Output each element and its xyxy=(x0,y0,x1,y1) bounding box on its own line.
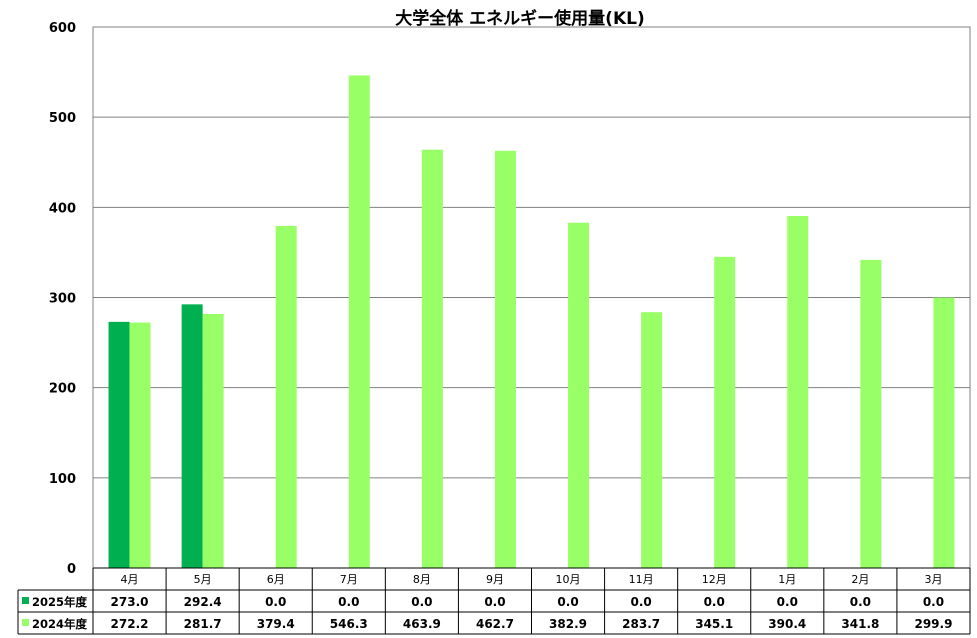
data-label: 0.0 xyxy=(923,595,944,609)
bars xyxy=(108,75,955,569)
category-label: 8月 xyxy=(413,573,431,586)
data-label: 0.0 xyxy=(411,595,432,609)
data-label: 292.4 xyxy=(184,595,222,609)
data-label: 0.0 xyxy=(338,595,359,609)
category-label: 1月 xyxy=(778,573,796,586)
category-label: 4月 xyxy=(121,573,139,586)
data-label: 382.9 xyxy=(549,617,587,631)
data-label: 0.0 xyxy=(850,595,871,609)
data-label: 0.0 xyxy=(484,595,505,609)
category-label: 6月 xyxy=(267,573,285,586)
bar-2024年度-6月 xyxy=(275,225,297,569)
data-label: 462.7 xyxy=(476,617,514,631)
legend-label: 2025年度 xyxy=(32,595,88,609)
y-tick-label: 200 xyxy=(49,382,76,397)
bar-2024年度-5月 xyxy=(202,314,224,568)
data-label: 0.0 xyxy=(777,595,798,609)
data-label: 345.1 xyxy=(695,617,733,631)
data-label: 341.8 xyxy=(841,617,879,631)
y-tick-label: 400 xyxy=(49,201,76,216)
bar-2024年度-1月 xyxy=(787,215,809,569)
data-label: 0.0 xyxy=(630,595,651,609)
category-label: 5月 xyxy=(194,573,212,586)
bar-2024年度-8月 xyxy=(421,149,443,568)
bar-2025年度-4月 xyxy=(108,321,130,568)
data-label: 546.3 xyxy=(330,617,368,631)
bar-2024年度-10月 xyxy=(568,222,590,568)
data-label: 299.9 xyxy=(914,617,952,631)
category-label: 11月 xyxy=(629,573,654,586)
y-tick-label: 300 xyxy=(49,292,76,307)
data-label: 273.0 xyxy=(111,595,149,609)
data-label: 390.4 xyxy=(768,617,806,631)
category-label: 9月 xyxy=(486,573,504,586)
y-axis-tick-labels: 0 100 200 300 400 500 600 xyxy=(49,21,76,577)
legend-label: 2024年度 xyxy=(32,617,88,631)
bar-2025年度-5月 xyxy=(181,304,203,568)
category-label: 10月 xyxy=(556,573,581,586)
data-label: 272.2 xyxy=(111,617,149,631)
bar-2024年度-11月 xyxy=(641,312,663,568)
bar-2024年度-4月 xyxy=(129,322,151,568)
data-label: 0.0 xyxy=(265,595,286,609)
data-label: 283.7 xyxy=(622,617,660,631)
data-label: 463.9 xyxy=(403,617,441,631)
data-label: 0.0 xyxy=(557,595,578,609)
data-label: 0.0 xyxy=(704,595,725,609)
data-label: 281.7 xyxy=(184,617,222,631)
data-table: 4月 5月 6月 7月 8月 9月 10月 11月 12月 1月 2月 3月 2025年度 273.0 29… xyxy=(17,567,971,635)
category-label: 12月 xyxy=(702,573,727,586)
y-tick-label: 100 xyxy=(49,472,76,487)
legend-swatch xyxy=(22,619,29,626)
category-label: 7月 xyxy=(340,573,358,586)
data-label: 379.4 xyxy=(257,617,295,631)
bar-2024年度-9月 xyxy=(494,150,516,568)
bar-2024年度-2月 xyxy=(860,259,882,568)
y-tick-label: 600 xyxy=(49,21,76,36)
bar-2024年度-12月 xyxy=(714,256,736,568)
bar-2024年度-7月 xyxy=(348,75,370,569)
category-label: 2月 xyxy=(851,573,869,586)
legend-swatch xyxy=(22,597,29,604)
gridlines xyxy=(92,26,971,569)
y-tick-label: 500 xyxy=(49,111,76,126)
category-label: 3月 xyxy=(924,573,942,586)
bar-2024年度-3月 xyxy=(933,297,955,568)
y-tick-label: 0 xyxy=(67,562,76,577)
chart-title: 大学全体 エネルギー使用量(KL) xyxy=(395,8,644,29)
